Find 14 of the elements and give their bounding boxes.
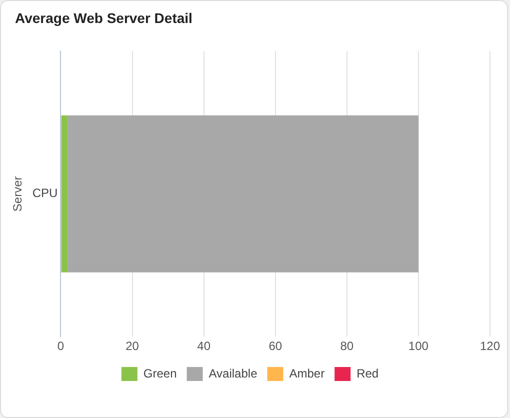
legend-label: Available bbox=[208, 366, 258, 380]
legend-label: Amber bbox=[289, 366, 325, 380]
x-tick-label: 20 bbox=[126, 339, 140, 354]
x-tick-label: 0 bbox=[57, 339, 64, 354]
x-tick-label: 60 bbox=[268, 339, 282, 354]
x-tick-label: 100 bbox=[408, 339, 429, 354]
chart-title: Average Web Server Detail bbox=[15, 10, 192, 26]
y-tick-label: CPU bbox=[32, 186, 58, 200]
x-tick-label: 80 bbox=[340, 339, 354, 354]
x-tick-label: 40 bbox=[197, 339, 211, 354]
y-axis-title: Server bbox=[10, 176, 25, 212]
legend-label: Green bbox=[143, 366, 177, 380]
legend-label: Red bbox=[356, 366, 379, 380]
x-tick-label: 120 bbox=[480, 339, 500, 354]
